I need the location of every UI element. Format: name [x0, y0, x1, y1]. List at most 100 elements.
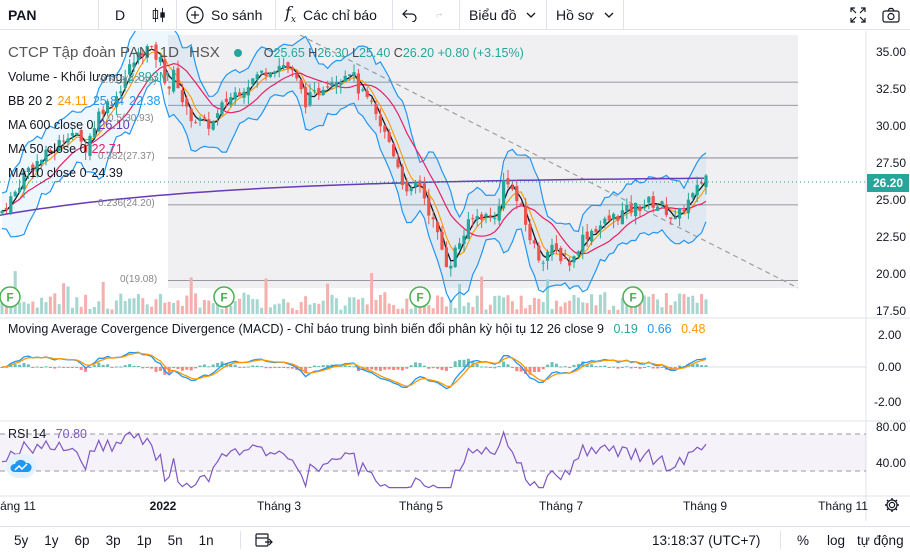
macd-histogram-bar: [286, 367, 290, 369]
macd-histogram-bar: [40, 367, 44, 368]
candle-body: [356, 73, 360, 94]
macd-histogram-bar: [612, 366, 616, 368]
candle-body: [484, 214, 488, 217]
settings-button[interactable]: [884, 497, 900, 518]
candle-body: [189, 108, 193, 122]
trend-line[interactable]: [299, 34, 799, 289]
auto-scale-toggle[interactable]: tự động: [857, 533, 904, 548]
indicators-button[interactable]: fx Các chỉ báo: [276, 0, 392, 30]
fib-label: 0(19.08): [120, 274, 158, 285]
volume-bar: [110, 309, 114, 314]
ma50-legend[interactable]: MA 50 close 0 22.71: [8, 142, 123, 156]
volume-bar: [233, 301, 237, 314]
candle-style-button[interactable]: [142, 0, 176, 30]
range-5y-button[interactable]: 5y: [14, 532, 29, 548]
candle-body: [158, 56, 162, 63]
macd-histogram-bar: [220, 361, 224, 367]
candle-body: [370, 100, 374, 102]
volume-bar: [638, 296, 642, 314]
interval-button[interactable]: D: [99, 0, 141, 30]
fib-label: 0.382(27.37): [98, 151, 155, 162]
symbol-search[interactable]: PAN: [0, 0, 98, 30]
macd-histogram-bar: [497, 366, 501, 368]
ma600-legend[interactable]: MA 600 close 0 26.10: [8, 118, 130, 132]
range-1d-button[interactable]: 1n: [198, 532, 214, 548]
log-scale-toggle[interactable]: log: [827, 533, 846, 548]
candle-body: [585, 231, 589, 240]
candle-body: [334, 82, 338, 87]
macd-histogram-bar: [484, 366, 488, 368]
fullscreen-button[interactable]: [843, 0, 873, 30]
volume-legend[interactable]: Volume - Khối lượng 2.893M: [8, 70, 170, 84]
candle-body: [26, 167, 30, 172]
macd-histogram-bar: [590, 364, 594, 367]
event-marker-circle: [0, 286, 21, 308]
volume-bar: [532, 297, 536, 314]
chevron-down-icon: [604, 12, 614, 18]
profile-dropdown[interactable]: Hồ sơ: [547, 0, 623, 30]
candle-body: [510, 186, 514, 190]
candle-body: [92, 128, 96, 138]
volume-bar: [216, 302, 220, 314]
divider: [176, 0, 177, 30]
volume-bar: [581, 302, 585, 314]
range-3m-button[interactable]: 3p: [105, 532, 121, 548]
macd-legend[interactable]: Moving Average Covergence Divergence (MA…: [8, 322, 706, 336]
candle-body: [678, 208, 682, 219]
volume-bar: [572, 295, 576, 314]
volume-bar: [198, 307, 202, 314]
macd-histogram-bar: [255, 365, 259, 367]
rsi-axis-label: 40.00: [876, 456, 907, 470]
candle-body: [427, 197, 431, 216]
event-marker[interactable]: F: [409, 286, 431, 308]
symbol-interval: 1D: [159, 44, 179, 61]
macd-histogram-bar: [510, 367, 514, 368]
event-marker[interactable]: F: [213, 286, 235, 308]
candle-body: [365, 90, 369, 97]
volume-bar: [427, 305, 431, 314]
range-6m-button[interactable]: 6p: [74, 532, 90, 548]
candle-body: [79, 130, 83, 142]
ma10-legend[interactable]: MA 10 close 0 24.39: [8, 166, 123, 180]
range-1y-button[interactable]: 1y: [44, 532, 59, 548]
data-source-toggle[interactable]: [6, 454, 36, 478]
macd-histogram-bar: [106, 364, 110, 367]
candle-body: [651, 196, 655, 208]
event-marker[interactable]: F: [0, 286, 21, 308]
candle-body: [242, 91, 246, 98]
macd-histogram-bar: [405, 367, 409, 369]
screenshot-button[interactable]: [876, 0, 906, 30]
macd-histogram-bar: [207, 366, 211, 368]
chart-area[interactable]: F F F F CTCP Tập đoàn PAN 1D HSX O25.65 H26…: [0, 31, 910, 521]
macd-histogram-bar: [216, 362, 220, 367]
volume-bar: [145, 304, 149, 314]
volume-bar: [541, 302, 545, 314]
compare-button[interactable]: So sánh: [177, 0, 275, 30]
candle-body: [638, 206, 642, 212]
redo-button[interactable]: [427, 0, 451, 30]
candle-body: [44, 149, 48, 162]
chart-type-dropdown[interactable]: Biểu đồ: [460, 0, 546, 30]
macd-histogram-bar: [453, 361, 457, 367]
candle-body: [321, 89, 325, 96]
undo-button[interactable]: [393, 0, 427, 30]
clock-display[interactable]: 13:18:37 (UTC+7): [652, 527, 760, 553]
macd-histogram-bar: [31, 367, 35, 368]
time-axis-label: Tháng 7: [538, 499, 584, 513]
macd-histogram-bar: [563, 366, 567, 368]
goto-date-button[interactable]: [255, 532, 273, 548]
range-5d-button[interactable]: 5n: [167, 532, 183, 548]
bb-legend[interactable]: BB 20 2 24.11 25.84 22.38: [8, 94, 161, 108]
candle-body: [136, 52, 140, 61]
symbol-header: CTCP Tập đoàn PAN 1D HSX O25.65 H26.30 L…: [8, 41, 524, 65]
macd-histogram-bar: [695, 363, 699, 367]
fib-retracement-area[interactable]: [168, 35, 798, 288]
rsi-legend[interactable]: RSI 14 70.80: [8, 427, 87, 441]
percent-scale-toggle[interactable]: %: [797, 533, 810, 548]
range-1m-button[interactable]: 1p: [136, 532, 152, 548]
volume-bar: [189, 277, 193, 314]
candle-body: [220, 102, 224, 115]
event-marker[interactable]: F: [622, 286, 644, 308]
